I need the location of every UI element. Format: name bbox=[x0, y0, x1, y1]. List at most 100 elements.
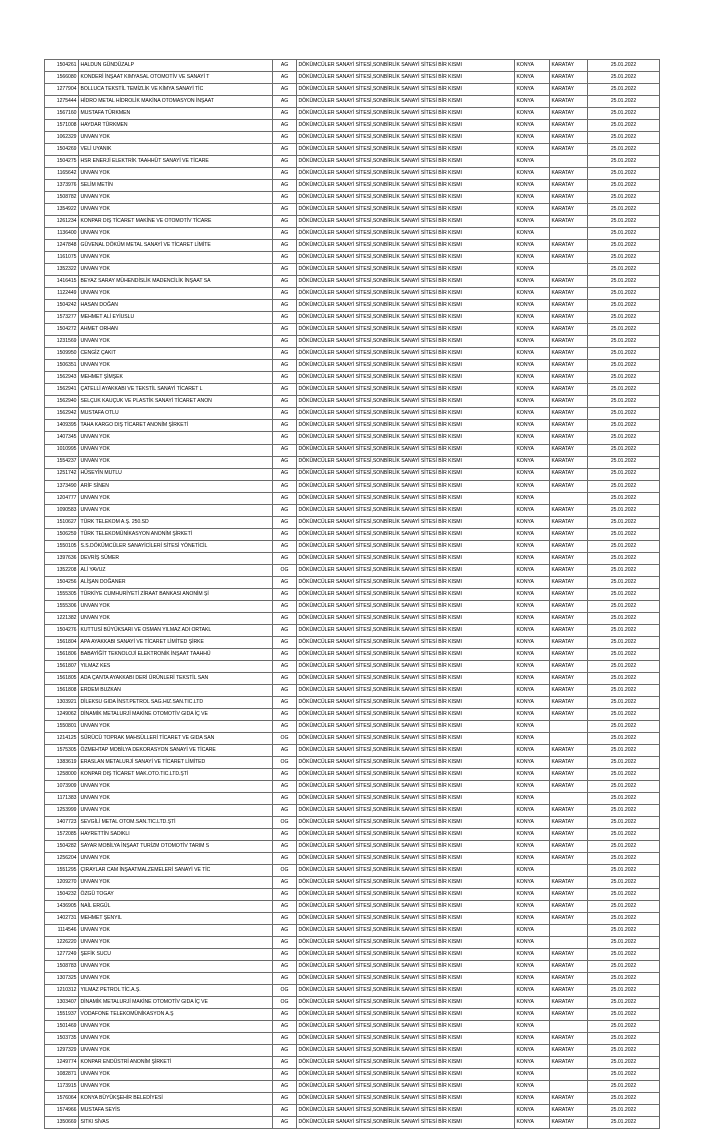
cell-district: KARATAY bbox=[549, 948, 588, 962]
cell-date: 25.01.2022 bbox=[587, 984, 660, 998]
table-row: 1210312 YILMAZ PETROL TİC.A.Ş. OG DÖKÜMCÜLE… bbox=[44, 984, 660, 998]
cell-record-number: 1307325 bbox=[44, 972, 79, 986]
cell-title-holder-name: ÇATELLİ AYAKKABI VE TEKSTİL SANAYİ TİCAR… bbox=[78, 383, 273, 397]
cell-date: 25.01.2022 bbox=[587, 791, 660, 805]
cell-network-type-code: AG bbox=[272, 719, 297, 733]
cell-network-type-code: AG bbox=[272, 743, 297, 757]
table-row: 1114546 UNVAN YOK AG DÖKÜMCÜLER SANAYİ SİTE… bbox=[44, 924, 660, 938]
cell-title-holder-name: HASAN DOĞAN bbox=[78, 299, 273, 313]
cell-date: 25.01.2022 bbox=[587, 623, 660, 637]
cell-network-type-code: AG bbox=[272, 287, 297, 301]
table-row: 1562940 SELÇUK KAUÇUK VE PLASTİK SANAYİ T… bbox=[44, 395, 660, 409]
table-row: 1165642 UNVAN YOK AG DÖKÜMCÜLER SANAYİ SİTE… bbox=[44, 167, 660, 181]
cell-title-holder-name: UNVAN YOK bbox=[78, 431, 273, 445]
cell-district: KARATAY bbox=[549, 1032, 588, 1046]
cell-record-number: 1214125 bbox=[44, 731, 79, 745]
table-row: 1574966 MUSTAFA SEYİS AG DÖKÜMCÜLER SANAYİ … bbox=[44, 1104, 660, 1118]
cell-date: 25.01.2022 bbox=[587, 1092, 660, 1106]
cell-province: KONYA bbox=[514, 936, 550, 950]
cell-record-number: 1297329 bbox=[44, 1044, 79, 1058]
cell-province: KONYA bbox=[514, 743, 550, 757]
cell-date: 25.01.2022 bbox=[587, 323, 660, 337]
cell-record-number: 1303407 bbox=[44, 996, 79, 1010]
cell-province: KONYA bbox=[514, 731, 550, 745]
cell-network-type-code: AG bbox=[272, 407, 297, 421]
cell-date: 25.01.2022 bbox=[587, 83, 660, 97]
cell-record-number: 1226220 bbox=[44, 936, 79, 950]
cell-district: KARATAY bbox=[549, 1008, 588, 1022]
cell-district: KARATAY bbox=[549, 131, 588, 145]
cell-record-number: 1506259 bbox=[44, 527, 79, 541]
cell-date: 25.01.2022 bbox=[587, 1044, 660, 1058]
cell-network-type-code: AG bbox=[272, 203, 297, 217]
cell-title-holder-name: KONDERİ İNŞAAT KIMYASAL OTOMOTİV VE SANA… bbox=[78, 71, 273, 85]
cell-province: KONYA bbox=[514, 755, 550, 769]
cell-network-type-code: AG bbox=[272, 840, 297, 854]
cell-site-location: DÖKÜMCÜLER SANAYİ SİTESİ,SONBİRLİK SANAY… bbox=[296, 395, 515, 409]
cell-title-holder-name: UNVAN YOK bbox=[78, 1020, 273, 1034]
cell-title-holder-name: ŞEFİK SUCU bbox=[78, 948, 273, 962]
cell-district: KARATAY bbox=[549, 287, 588, 301]
cell-record-number: 1352208 bbox=[44, 563, 79, 577]
cell-record-number: 1575305 bbox=[44, 743, 79, 757]
table-row: 1409395 TAHA KARGO DIŞ TİCARET ANONİM ŞİR… bbox=[44, 419, 660, 433]
table-row: 1501469 UNVAN YOK AG DÖKÜMCÜLER SANAYİ SİTE… bbox=[44, 1020, 660, 1034]
cell-record-number: 1354922 bbox=[44, 203, 79, 217]
cell-network-type-code: AG bbox=[272, 251, 297, 265]
cell-title-holder-name: MEHMET ŞİMŞEK bbox=[78, 371, 273, 385]
cell-site-location: DÖKÜMCÜLER SANAYİ SİTESİ,SONBİRLİK SANAY… bbox=[296, 695, 515, 709]
cell-date: 25.01.2022 bbox=[587, 503, 660, 517]
cell-record-number: 1231569 bbox=[44, 335, 79, 349]
cell-province: KONYA bbox=[514, 888, 550, 902]
cell-title-holder-name: BOLLUCA TEKSTİL TEMİZLİK VE KİMYA SANAYİ… bbox=[78, 83, 273, 97]
cell-network-type-code: AG bbox=[272, 791, 297, 805]
cell-site-location: DÖKÜMCÜLER SANAYİ SİTESİ,SONBİRLİK SANAY… bbox=[296, 996, 515, 1010]
cell-district bbox=[549, 227, 588, 241]
table-row: 1504272 AHMET ORHAN AG DÖKÜMCÜLER SANAYİ Sİ… bbox=[44, 323, 660, 337]
cell-site-location: DÖKÜMCÜLER SANAYİ SİTESİ,SONBİRLİK SANAY… bbox=[296, 876, 515, 890]
cell-site-location: DÖKÜMCÜLER SANAYİ SİTESİ,SONBİRLİK SANAY… bbox=[296, 924, 515, 938]
cell-record-number: 1574966 bbox=[44, 1104, 79, 1118]
cell-site-location: DÖKÜMCÜLER SANAYİ SİTESİ,SONBİRLİK SANAY… bbox=[296, 215, 515, 229]
cell-record-number: 1256204 bbox=[44, 852, 79, 866]
table-row: 1136400 UNVAN YOK AG DÖKÜMCÜLER SANAYİ SİTE… bbox=[44, 227, 660, 241]
cell-date: 25.01.2022 bbox=[587, 707, 660, 721]
cell-network-type-code: AG bbox=[272, 683, 297, 697]
cell-record-number: 1561804 bbox=[44, 635, 79, 649]
cell-district: KARATAY bbox=[549, 395, 588, 409]
cell-site-location: DÖKÜMCÜLER SANAYİ SİTESİ,SONBİRLİK SANAY… bbox=[296, 287, 515, 301]
cell-district: KARATAY bbox=[549, 119, 588, 133]
cell-district: KARATAY bbox=[549, 515, 588, 529]
cell-province: KONYA bbox=[514, 419, 550, 433]
cell-title-holder-name: SAYAR MOBİLYA İNŞAAT TURİZM OTOMOTİV TAR… bbox=[78, 840, 273, 854]
cell-site-location: DÖKÜMCÜLER SANAYİ SİTESİ,SONBİRLİK SANAY… bbox=[296, 479, 515, 493]
cell-record-number: 1561806 bbox=[44, 647, 79, 661]
cell-title-holder-name: DİLEKSU GIDA İNST.PETROL SAG.HIZ.SAN.TIC… bbox=[78, 695, 273, 709]
cell-record-number: 1161075 bbox=[44, 251, 79, 265]
cell-province: KONYA bbox=[514, 803, 550, 817]
table-row: 1436905 NAİL ERGÜL AG DÖKÜMCÜLER SANAYİ SİT… bbox=[44, 900, 660, 914]
table-row: 1350669 SITKI SİVAS AG DÖKÜMCÜLER SANAYİ Sİ… bbox=[44, 1116, 660, 1129]
cell-site-location: DÖKÜMCÜLER SANAYİ SİTESİ,SONBİRLİK SANAY… bbox=[296, 455, 515, 469]
cell-district: KARATAY bbox=[549, 203, 588, 217]
cell-province: KONYA bbox=[514, 1104, 550, 1118]
cell-network-type-code: AG bbox=[272, 671, 297, 685]
cell-record-number: 1352322 bbox=[44, 263, 79, 277]
table-row: 1251742 HÜSEYİN MUTLU AG DÖKÜMCÜLER SANAYİ … bbox=[44, 467, 660, 481]
cell-record-number: 1261234 bbox=[44, 215, 79, 229]
cell-district: KARATAY bbox=[549, 179, 588, 193]
cell-record-number: 1249774 bbox=[44, 1056, 79, 1070]
cell-district: KARATAY bbox=[549, 323, 588, 337]
cell-district: KARATAY bbox=[549, 563, 588, 577]
cell-network-type-code: AG bbox=[272, 155, 297, 169]
cell-site-location: DÖKÜMCÜLER SANAYİ SİTESİ,SONBİRLİK SANAY… bbox=[296, 179, 515, 193]
cell-province: KONYA bbox=[514, 599, 550, 613]
cell-site-location: DÖKÜMCÜLER SANAYİ SİTESİ,SONBİRLİK SANAY… bbox=[296, 527, 515, 541]
cell-date: 25.01.2022 bbox=[587, 143, 660, 157]
cell-title-holder-name: GÜVENAL DÖKÜM METAL SANAYİ VE TİCARET Lİ… bbox=[78, 239, 273, 253]
cell-district: KARATAY bbox=[549, 299, 588, 313]
cell-district: KARATAY bbox=[549, 58, 588, 73]
cell-district: KARATAY bbox=[549, 311, 588, 325]
cell-province: KONYA bbox=[514, 972, 550, 986]
cell-site-location: DÖKÜMCÜLER SANAYİ SİTESİ,SONBİRLİK SANAY… bbox=[296, 407, 515, 421]
